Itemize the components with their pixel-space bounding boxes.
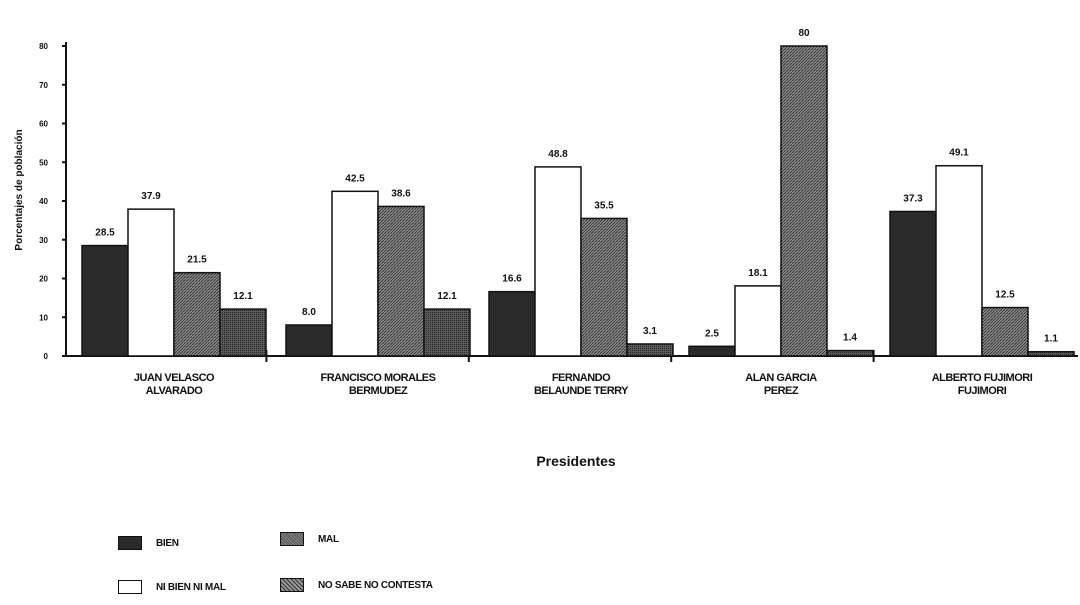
legend-swatch-bien [118, 536, 142, 550]
bar-1 [127, 208, 175, 357]
data-label: 37.9 [141, 191, 161, 202]
legend-label-bien: BIEN [156, 537, 179, 549]
data-label: 80 [798, 28, 810, 39]
data-label: 12.5 [995, 290, 1015, 301]
data-label: 28.5 [95, 228, 115, 239]
y-tick-label: 30 [39, 236, 48, 245]
data-label: 48.8 [548, 149, 568, 160]
bar-2 [981, 306, 1029, 357]
x-tick-label: ALBERTO FUJIMORI [932, 372, 1033, 384]
bar-3 [826, 349, 874, 357]
legend-item-no-sabe: NO SABE NO CONTESTA [280, 578, 433, 592]
bar-2 [580, 217, 628, 357]
bar-3 [1027, 350, 1075, 357]
legend-item-ni-bien-ni-mal: NI BIEN NI MAL [118, 580, 226, 594]
y-axis-title: Porcentajes de población [14, 129, 25, 250]
bar-1 [734, 285, 782, 357]
x-tick-label: ALAN GARCIA [745, 372, 817, 384]
y-tick-label: 60 [39, 120, 48, 129]
data-label: 12.1 [233, 291, 253, 302]
x-tick-label: PEREZ [764, 385, 799, 397]
data-label: 42.5 [345, 173, 365, 184]
data-label: 18.1 [748, 268, 768, 279]
legend: BIEN NI BIEN NI MAL MAL NO SABE NO CONTE… [118, 528, 578, 598]
x-tick-label: ALVARADO [146, 385, 204, 397]
y-tick-label: 40 [39, 197, 48, 206]
legend-swatch-mal [280, 532, 304, 546]
legend-label-mal: MAL [318, 533, 339, 545]
legend-label-no-sabe: NO SABE NO CONTESTA [318, 579, 433, 591]
data-label: 12.1 [437, 291, 457, 302]
bars [81, 45, 1075, 357]
y-tick-label: 70 [39, 81, 48, 90]
x-tick-label: BELAUNDE TERRY [534, 385, 629, 397]
data-label: 37.3 [903, 193, 923, 204]
bar-2 [377, 205, 425, 357]
y-tick-label: 20 [39, 275, 48, 284]
bar-0 [889, 210, 937, 357]
data-label: 1.1 [1044, 334, 1058, 345]
y-tick-label: 0 [44, 352, 49, 361]
x-tick-label: FUJIMORI [958, 385, 1007, 397]
data-label: 35.5 [594, 200, 614, 211]
data-label: 38.6 [391, 188, 411, 199]
bar-0 [488, 290, 536, 357]
legend-swatch-ni-bien-ni-mal [118, 580, 142, 594]
x-tick-label: JUAN VELASCO [134, 372, 215, 384]
legend-item-mal: MAL [280, 532, 339, 546]
data-label: 21.5 [187, 255, 207, 266]
data-label: 16.6 [502, 274, 522, 285]
bar-0 [688, 345, 736, 357]
y-tick-label: 10 [39, 313, 48, 322]
data-label: 2.5 [705, 328, 719, 339]
data-label: 1.4 [843, 333, 857, 344]
bar-0 [285, 324, 333, 357]
legend-item-bien: BIEN [118, 536, 179, 550]
x-tick-label: BERMUDEZ [349, 385, 408, 397]
bar-3 [626, 343, 674, 357]
data-label: 49.1 [949, 148, 969, 159]
bar-1 [331, 190, 379, 357]
y-tick-label: 50 [39, 158, 48, 167]
legend-swatch-no-sabe [280, 578, 304, 592]
x-axis-title: Presidentes [536, 453, 616, 469]
x-tick-label: FERNANDO [552, 372, 611, 384]
data-label: 8.0 [302, 307, 316, 318]
data-label: 3.1 [643, 326, 657, 337]
data-labels: 28.5 37.9 21.5 12.1 8.0 42.5 38.6 12.1 16.6 48.8 3… [95, 28, 1058, 345]
bar-0 [81, 244, 129, 357]
bar-1 [534, 166, 582, 357]
bar-2 [780, 45, 828, 357]
bar-2 [173, 271, 221, 357]
legend-label-ni-bien-ni-mal: NI BIEN NI MAL [156, 581, 226, 593]
x-tick-label: FRANCISCO MORALES [321, 372, 436, 384]
bar-1 [935, 164, 983, 357]
y-tick-label: 80 [39, 42, 48, 51]
bar-3 [219, 308, 267, 357]
bar-3 [423, 308, 471, 357]
